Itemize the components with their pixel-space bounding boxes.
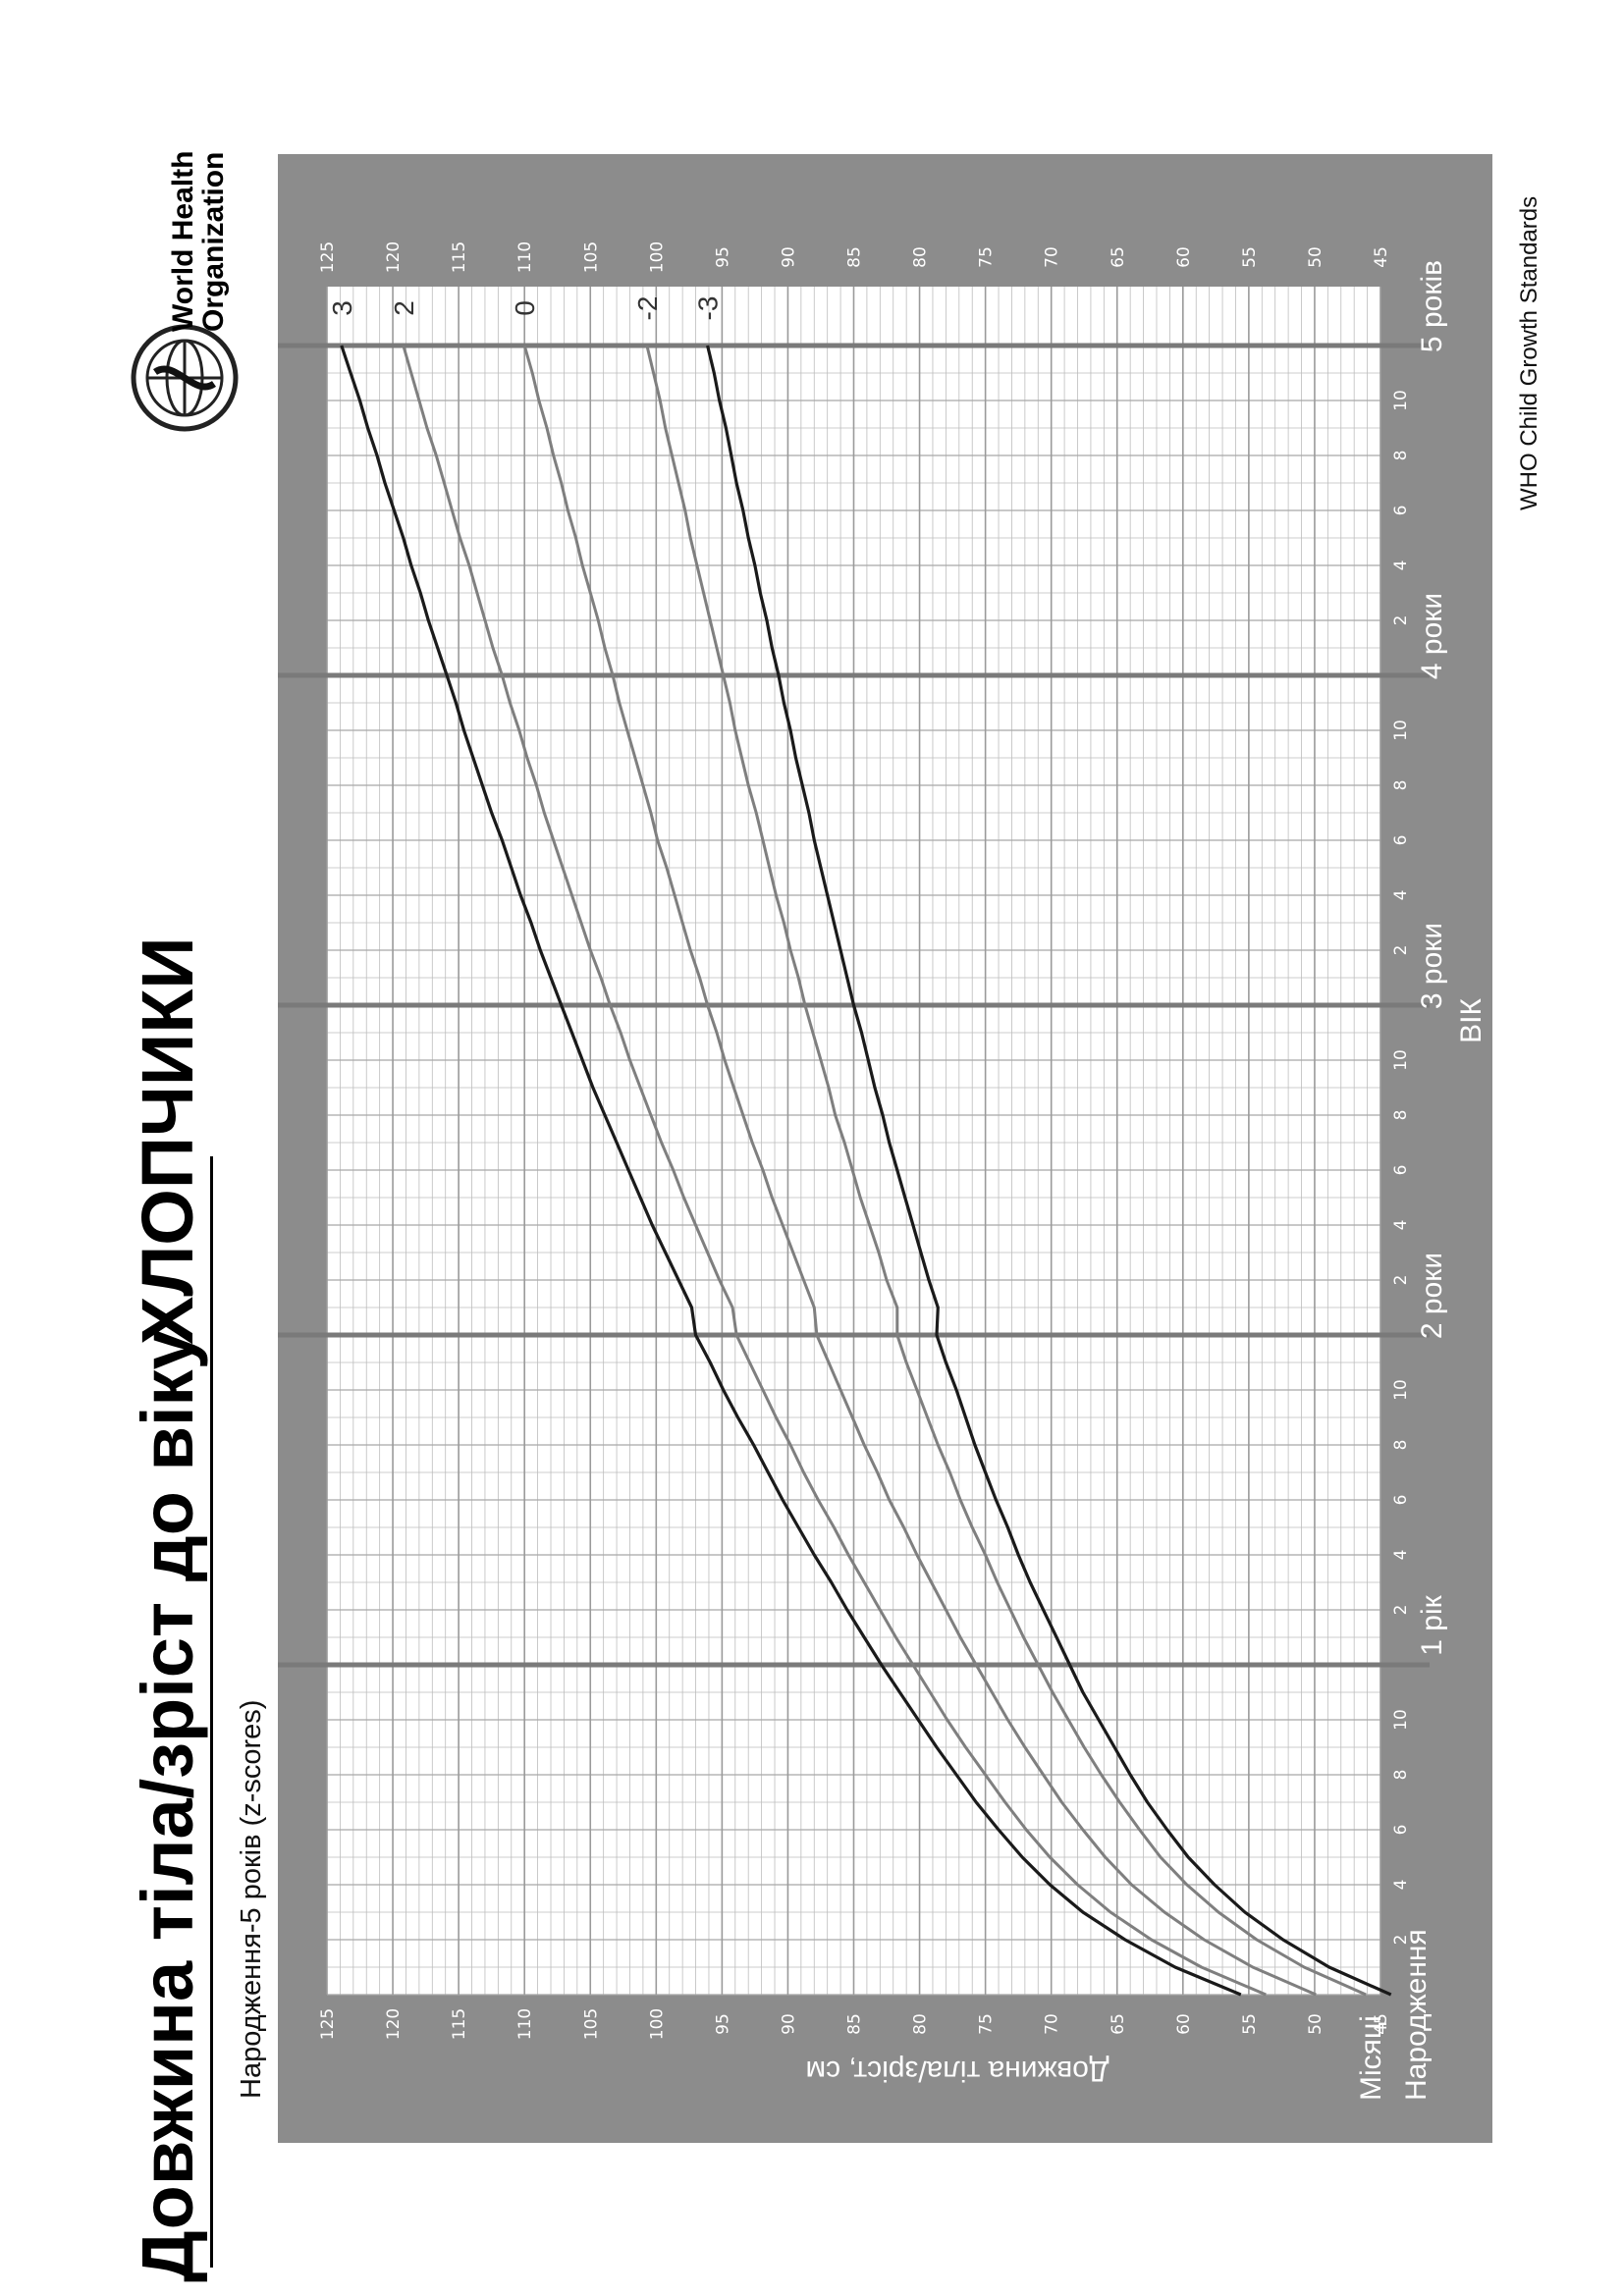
x-year-label: 4 роки [1416,593,1448,679]
y-tick-label: 90 [779,2013,798,2035]
z-score-label: -3 [693,296,724,321]
y-tick-label: 70 [1043,2013,1062,2035]
y-tick-label: 105 [581,2008,601,2040]
chart-plot [278,287,1430,1997]
y-tick-label: 100 [647,241,667,273]
z-score-curves [340,345,1392,1997]
y-tick-label: 120 [384,241,404,273]
y-tick-label: 45 [1372,2013,1391,2035]
y-tick-label: 90 [779,246,798,268]
y-tick-label: 105 [581,241,601,273]
y-tick-label: 80 [911,246,931,268]
y-tick-label: 85 [845,246,865,268]
z-score-labels: 3 2 0 -2 -3 [327,296,724,321]
page-subtitle: Народження-5 років (z-scores) [236,1700,267,2099]
x-tick-label: 2 [1391,1935,1411,1946]
x-axis-months-label: Місяці [1355,2015,1387,2101]
page-footer: WHO Child Growth Standards [1516,196,1542,510]
title-underline [210,1156,213,2268]
x-tick-label: 10 [1391,390,1411,411]
x-tick-label: 10 [1391,1709,1411,1731]
y-tick-label: 75 [977,2013,997,2035]
x-tick-label: 6 [1391,1825,1411,1836]
x-year-label: 5 років [1416,260,1448,352]
who-logo-text-line1: World Health [167,151,199,332]
y-tick-label: 120 [384,2008,404,2040]
y-tick-label: 75 [977,246,997,268]
x-tick-label: 8 [1391,1110,1411,1121]
x-tick-label: 8 [1391,1770,1411,1781]
who-logo: World Health Organization [131,151,239,432]
y-tick-label: 95 [713,246,732,268]
x-tick-label: 6 [1391,835,1411,846]
x-year-label: 2 роки [1416,1253,1448,1339]
page-header: Довжина тіла/зріст до віку ХЛОПЧИКИ Наро… [127,936,267,2282]
curve-z-2 [402,345,1267,1997]
y-tick-label: 110 [515,241,535,273]
y-tick-label: 50 [1306,2013,1325,2035]
y-tick-label: 85 [845,2013,865,2035]
x-tick-label: 8 [1391,1440,1411,1451]
curve-z-3 [340,345,1242,1997]
z-score-label: 0 [510,300,540,316]
z-score-label: 3 [327,300,357,316]
x-tick-label: 2 [1391,1605,1411,1616]
x-tick-label: 6 [1391,506,1411,516]
x-axis-birth-label: Народження [1400,1929,1433,2101]
y-tick-label: 65 [1109,246,1128,268]
y-tick-label: 125 [318,241,338,273]
x-tick-label: 8 [1391,780,1411,791]
y-tick-label: 80 [911,2013,931,2035]
y-tick-label: 45 [1372,246,1391,268]
x-tick-label: 4 [1391,1880,1411,1891]
y-tick-label: 115 [450,241,469,273]
y-tick-label: 60 [1174,2013,1194,2035]
x-tick-label: 6 [1391,1495,1411,1506]
x-tick-label: 2 [1391,615,1411,626]
y-tick-label: 70 [1043,246,1062,268]
x-axis-tick-labels: 2 4 6 8 10 2 4 6 8 10 2 4 6 8 10 2 4 6 8 10 2 4 6 8 10 1 рік 2 рок… [1391,260,1448,1945]
x-tick-label: 4 [1391,1220,1411,1231]
x-axis-label: ВІК [1455,998,1488,1043]
y-tick-label: 60 [1174,246,1194,268]
y-axis-tick-labels: 45 45 50 50 55 55 60 60 65 65 70 70 75 75 80 80 85 85 90 90… [318,241,1391,2040]
y-tick-label: 55 [1240,2013,1260,2035]
x-tick-label: 4 [1391,890,1411,901]
x-tick-label: 10 [1391,720,1411,741]
x-tick-label: 4 [1391,561,1411,571]
z-score-label: 2 [389,300,419,316]
y-tick-label: 65 [1109,2013,1128,2035]
x-tick-label: 10 [1391,1379,1411,1401]
y-tick-label: 115 [450,2008,469,2040]
who-emblem-icon [131,324,239,432]
who-logo-text-line2: Organization [197,152,230,332]
y-tick-label: 110 [515,2008,535,2040]
curve-z-minus3 [706,345,1392,1997]
curve-z-0 [522,345,1317,1997]
curve-z-minus2 [645,345,1367,1997]
x-year-label: 1 рік [1416,1594,1448,1655]
y-axis-label: Довжина тіла/зріст, см [805,2055,1109,2087]
x-tick-label: 2 [1391,1275,1411,1286]
y-tick-label: 100 [647,2008,667,2040]
x-tick-label: 4 [1391,1550,1411,1561]
x-tick-label: 2 [1391,945,1411,956]
x-tick-label: 6 [1391,1165,1411,1176]
y-tick-label: 50 [1306,246,1325,268]
y-tick-label: 95 [713,2013,732,2035]
z-score-label: -2 [632,296,663,321]
x-year-label: 3 роки [1416,923,1448,1009]
y-tick-label: 55 [1240,246,1260,268]
x-tick-label: 10 [1391,1049,1411,1071]
page-title: Довжина тіла/зріст до віку [127,1329,208,2282]
x-tick-label: 8 [1391,451,1411,461]
page-title-sex: ХЛОПЧИКИ [127,936,208,1345]
y-tick-label: 125 [318,2008,338,2040]
